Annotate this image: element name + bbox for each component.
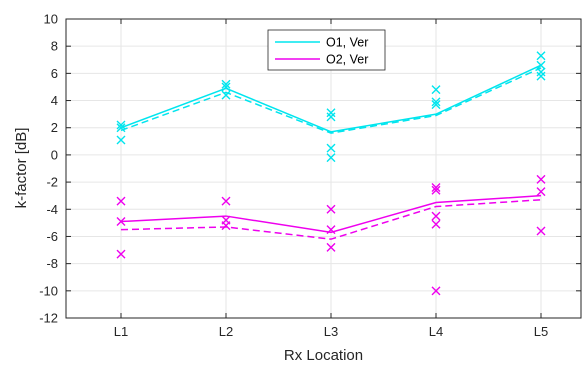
y-axis-label: k-factor [dB] [13,128,30,209]
legend-label-o1: O1, Ver [326,36,368,50]
series-1-point [326,143,336,153]
series-1-point [326,108,336,118]
series-1-point [431,85,441,95]
legend: O1, Ver O2, Ver [267,29,386,71]
series-1-median-line [120,67,542,134]
series-1-point [536,71,546,81]
series-2-point [536,187,546,197]
series-1-point [116,123,126,133]
series-1-point [326,153,336,163]
series-1-point [326,112,336,122]
x-tick-label: L3 [324,324,338,339]
series-2-point [536,174,546,184]
y-tick-label: -2 [46,175,58,190]
series-2-point [221,221,231,231]
x-axis: L1 L2 L3 L4 L5 [114,19,548,339]
series-1-point [536,51,546,61]
y-tick-label: -6 [46,229,58,244]
y-tick-label: 2 [51,120,58,135]
series-1-point [431,97,441,107]
series-2-median-line [120,199,542,240]
grid [66,18,581,319]
series-2-point [116,249,126,259]
y-tick-label: 4 [51,93,58,108]
series-2-point [431,185,441,195]
series-2-point [431,219,441,229]
series-2-point [116,217,126,226]
series-2-point [326,242,336,252]
series-1-point [116,135,126,145]
x-tick-label: L5 [534,324,548,339]
series-1-point [536,60,546,70]
x-axis-label: Rx Location [284,347,363,364]
x-tick-label: L1 [114,324,128,339]
series-2-point [326,225,336,235]
plot-frame [65,18,582,319]
y-tick-label: -12 [39,311,58,326]
series-1-point [431,100,441,110]
series-1-point [221,82,231,92]
series-2-mean-line [120,194,542,234]
series-2-point [431,286,441,296]
series-layer [116,51,546,296]
series-2-point [116,196,126,206]
legend-label-o2: O2, Ver [326,53,368,67]
y-axis: 10 8 6 4 2 0 -2 -4 -6 -8 -10 -12 [39,12,581,326]
series-2-point [536,226,546,236]
series-2-point [431,211,441,221]
y-tick-label: 0 [51,147,58,162]
series-1-mean-line [120,64,542,133]
series-1-point [536,67,546,77]
x-tick-label: L4 [429,324,443,339]
series-2-point [326,204,336,214]
y-tick-label: 6 [51,66,58,81]
series-2-point [221,196,231,206]
y-tick-label: -8 [46,256,58,271]
series-1-point [116,120,126,130]
series-2-point [431,183,441,193]
series-1-point [221,90,231,100]
x-tick-label: L2 [219,324,233,339]
y-tick-label: 10 [44,12,58,27]
y-tick-label: -4 [46,202,58,217]
y-tick-label: -10 [39,283,58,298]
legend-box [267,29,386,71]
y-tick-label: 8 [51,39,58,54]
series-1-point [221,79,231,89]
